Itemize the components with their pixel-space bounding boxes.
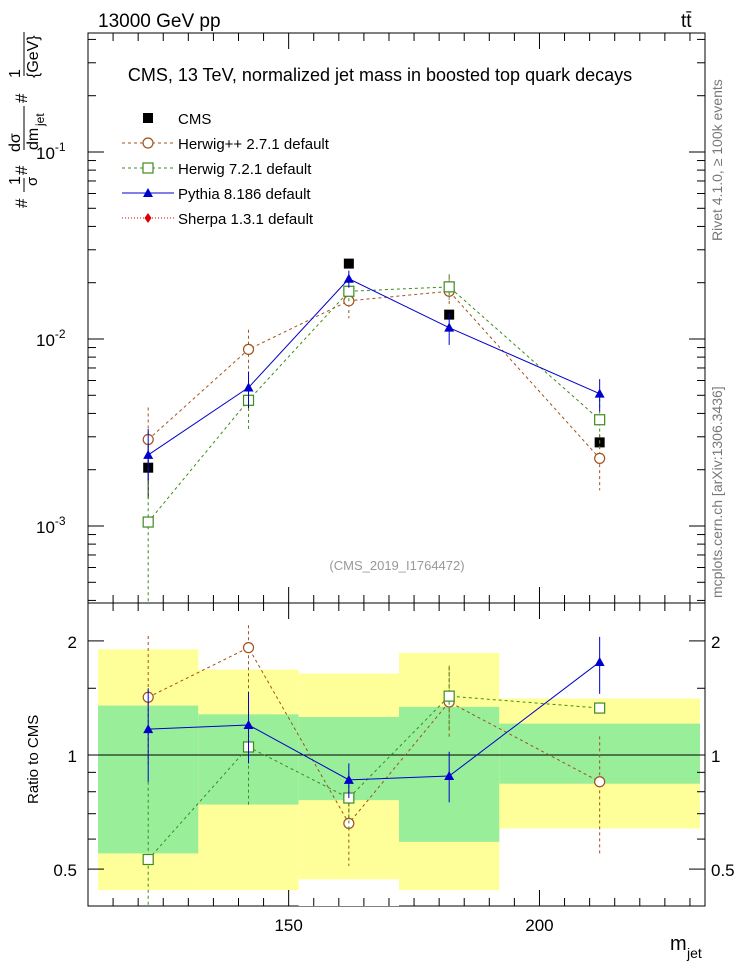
svg-text:1: 1 bbox=[7, 176, 24, 185]
main-series-layer bbox=[142, 258, 606, 603]
ratio-y-tick-label: 0.5 bbox=[53, 861, 77, 880]
data-point-herwig-7-2-1-default bbox=[343, 285, 355, 297]
main-axis-ticks: 10-1 10-2 10-3 bbox=[36, 33, 705, 603]
data-point-herwig-2-7-1-default bbox=[594, 776, 606, 788]
data-point-pythia-8-186-default bbox=[243, 719, 254, 729]
legend-label: Herwig++ 2.7.1 default bbox=[178, 136, 330, 153]
svg-text:jet: jet bbox=[33, 113, 47, 127]
svg-text:1: 1 bbox=[7, 69, 24, 78]
svg-text:dσ: dσ bbox=[7, 133, 24, 152]
data-point-pythia-8-186-default bbox=[243, 382, 254, 392]
main-y-tick-label: 10-3 bbox=[36, 514, 66, 537]
ratio-y-tick-label: 1 bbox=[68, 747, 77, 766]
legend-label: Herwig 7.2.1 default bbox=[178, 161, 312, 178]
data-point-pythia-8-186-default bbox=[444, 322, 455, 332]
data-point-herwig-7-2-1-default bbox=[594, 414, 606, 426]
x-tick-label: 150 bbox=[274, 916, 302, 935]
svg-text:#: # bbox=[12, 93, 31, 103]
svg-text:#: # bbox=[12, 198, 31, 208]
x-tick-label: 200 bbox=[525, 916, 553, 935]
data-point-herwig-2-7-1-default bbox=[242, 642, 255, 654]
series-line-herwig-7-2-1-default bbox=[147, 695, 600, 860]
data-point-pythia-8-186-default bbox=[343, 774, 354, 784]
svg-text:jet: jet bbox=[686, 945, 702, 961]
svg-text:m: m bbox=[670, 933, 687, 955]
analysis-id: (CMS_2019_I1764472) bbox=[329, 558, 464, 573]
legend-label: CMS bbox=[178, 111, 211, 128]
data-point-pythia-8-186-default bbox=[444, 771, 455, 781]
rivet-version-label: Rivet 4.1.0, ≥ 100k events bbox=[709, 79, 725, 241]
ratio-y-axis-title: Ratio to CMS bbox=[25, 715, 42, 804]
process-label: 13000 GeV pp bbox=[98, 11, 221, 32]
legend-marker bbox=[142, 162, 154, 174]
data-point-herwig-7-2-1-default bbox=[142, 853, 154, 866]
final-state-label: tt̄ bbox=[681, 11, 692, 32]
legend-label: Sherpa 1.3.1 default bbox=[178, 211, 314, 228]
data-point-herwig-2-7-1-default bbox=[242, 343, 255, 355]
data-point-herwig-7-2-1-default bbox=[443, 281, 455, 293]
data-point-herwig-7-2-1-default bbox=[443, 690, 455, 702]
series-line-herwig-2-7-1-default bbox=[147, 290, 601, 459]
data-point-pythia-8-186-default bbox=[594, 656, 605, 666]
legend-marker bbox=[142, 137, 154, 149]
svg-text:σ: σ bbox=[24, 176, 41, 186]
mcplots-source-label: mcplots.cern.ch [arXiv:1306.3436] bbox=[709, 386, 725, 598]
ratio-axis-ticks: 0.5 0.5 1 1 2 2 150 200 bbox=[53, 603, 735, 935]
svg-text:{GeV}: {GeV} bbox=[25, 35, 42, 78]
legend-marker bbox=[143, 113, 153, 123]
series-line-pythia-8-186-default bbox=[147, 278, 600, 456]
ratio-series-layer bbox=[142, 625, 606, 906]
main-y-axis-title: # 1 σ # dσ dm jet # 1 {GeV} bbox=[7, 32, 47, 208]
ratio-band-gap bbox=[298, 879, 400, 906]
data-point-herwig-7-2-1-default bbox=[594, 702, 606, 714]
ratio-y-tick-label-right: 0.5 bbox=[711, 861, 735, 880]
data-point-cms bbox=[343, 258, 354, 269]
svg-text:#: # bbox=[12, 165, 31, 175]
data-point-pythia-8-186-default bbox=[594, 388, 605, 398]
plot-title: CMS, 13 TeV, normalized jet mass in boos… bbox=[128, 65, 632, 85]
svg-text:dm: dm bbox=[25, 128, 42, 150]
main-y-tick-label: 10-2 bbox=[36, 327, 66, 350]
main-y-tick-label: 10-1 bbox=[36, 140, 66, 163]
legend-label: Pythia 8.186 default bbox=[178, 186, 311, 203]
legend: CMS Herwig++ 2.7.1 default Herwig 7.2.1 de… bbox=[122, 111, 330, 228]
ratio-y-tick-label-right: 1 bbox=[711, 747, 720, 766]
data-point-pythia-8-186-default bbox=[143, 724, 154, 734]
ratio-y-tick-label: 2 bbox=[68, 633, 77, 652]
series-line-herwig-7-2-1-default bbox=[147, 286, 600, 523]
ratio-y-tick-label-right: 2 bbox=[711, 633, 720, 652]
x-axis-title: m jet bbox=[670, 933, 702, 961]
data-point-herwig-7-2-1-default bbox=[142, 516, 154, 528]
legend-marker bbox=[144, 213, 152, 223]
data-point-pythia-8-186-default bbox=[143, 449, 154, 459]
data-point-herwig-2-7-1-default bbox=[594, 452, 606, 464]
legend-marker bbox=[143, 188, 153, 197]
data-point-pythia-8-186-default bbox=[343, 273, 354, 283]
